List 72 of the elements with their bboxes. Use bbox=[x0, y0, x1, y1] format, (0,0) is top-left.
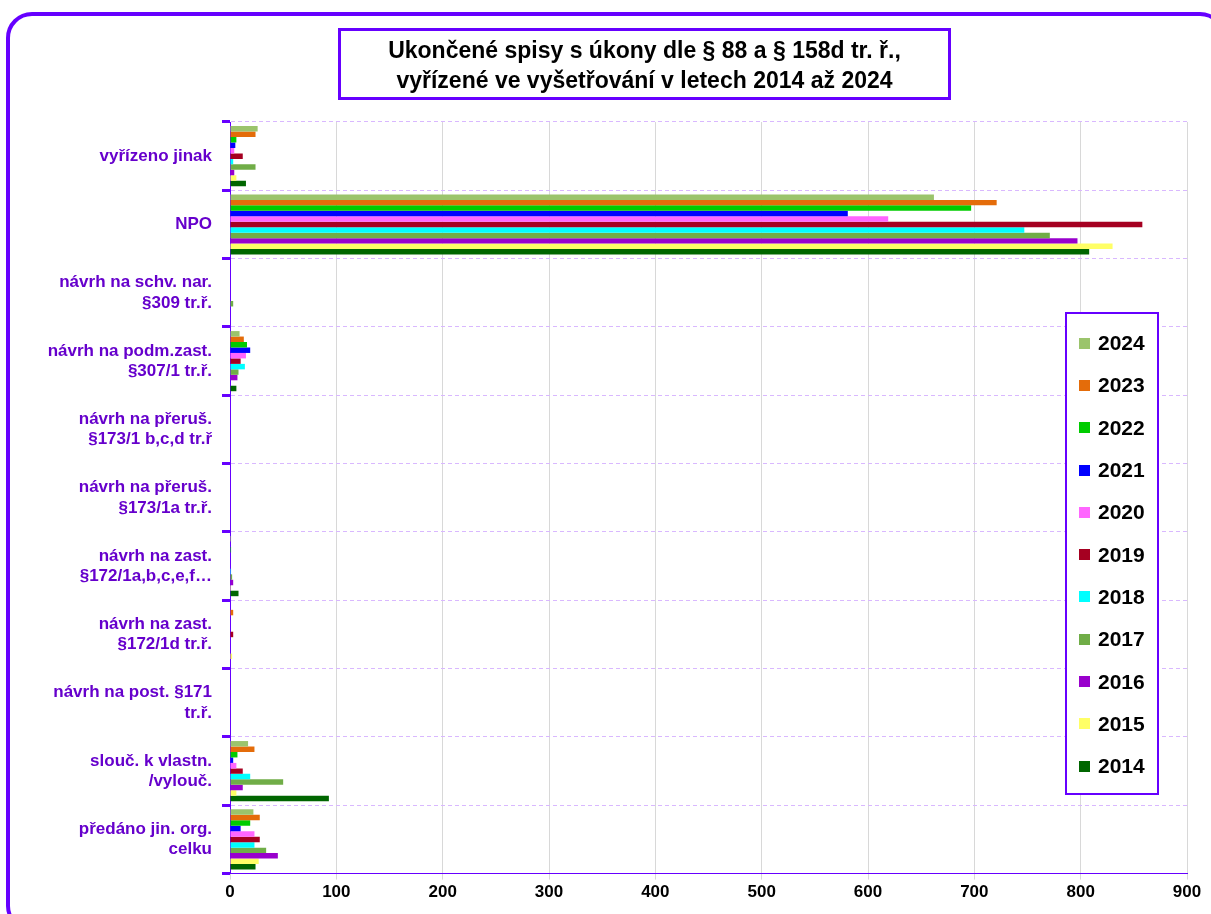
bar bbox=[230, 369, 239, 375]
x-tick-label: 800 bbox=[1066, 882, 1095, 902]
legend-label: 2022 bbox=[1098, 415, 1145, 440]
legend-label: 2015 bbox=[1098, 711, 1145, 736]
y-tick-label: návrh na podm.zast. §307/1 tr.ř. bbox=[47, 340, 212, 381]
bar bbox=[230, 820, 251, 826]
y-tick-label: vyřízeno jinak bbox=[99, 145, 213, 165]
y-tick-label: předáno jin. org. celku bbox=[78, 818, 212, 859]
bar bbox=[230, 853, 278, 859]
x-tick-label: 600 bbox=[853, 882, 883, 902]
y-tick-label: návrh na zast. §172/1d tr.ř. bbox=[98, 613, 212, 654]
bar bbox=[230, 164, 256, 170]
bar bbox=[230, 809, 254, 815]
bar bbox=[230, 795, 329, 802]
bar bbox=[230, 779, 284, 785]
bar bbox=[230, 741, 249, 747]
legend-label: 2023 bbox=[1098, 373, 1145, 398]
bar bbox=[230, 358, 241, 364]
bar bbox=[230, 153, 243, 159]
bar bbox=[230, 210, 848, 217]
bar bbox=[230, 331, 240, 337]
bar bbox=[230, 194, 934, 200]
x-tick-label: 900 bbox=[1172, 882, 1202, 902]
bar bbox=[230, 814, 260, 821]
y-tick-label: návrh na přeruš. §173/1 b,c,d tr.ř bbox=[78, 408, 213, 449]
legend-label: 2019 bbox=[1098, 542, 1145, 567]
bar bbox=[230, 831, 255, 837]
bar bbox=[230, 243, 1113, 250]
y-tick-label: slouč. k vlastn. /vylouč. bbox=[90, 750, 212, 790]
bar bbox=[230, 768, 243, 774]
bar bbox=[230, 216, 889, 222]
bar bbox=[230, 221, 1143, 228]
bar bbox=[230, 858, 259, 865]
bar bbox=[230, 847, 267, 854]
bar bbox=[230, 227, 1025, 233]
y-tick-label: návrh na zast. §172/1a,b,c,e,f… bbox=[79, 545, 212, 586]
legend-label: 2014 bbox=[1098, 754, 1145, 779]
bar bbox=[230, 790, 237, 796]
x-tick-label: 200 bbox=[428, 882, 457, 902]
legend-label: 2017 bbox=[1098, 627, 1145, 652]
bar bbox=[230, 825, 241, 832]
legend-label: 2016 bbox=[1098, 669, 1145, 694]
x-tick-label: 100 bbox=[322, 882, 351, 902]
bar bbox=[230, 199, 997, 206]
bar bbox=[230, 842, 255, 848]
x-tick-label: 0 bbox=[225, 882, 235, 902]
legend-label: 2021 bbox=[1098, 458, 1145, 483]
x-tick-label: 400 bbox=[641, 882, 670, 902]
bar bbox=[230, 126, 258, 132]
legend-label: 2024 bbox=[1098, 331, 1145, 356]
bar bbox=[230, 175, 237, 181]
bar bbox=[230, 590, 239, 597]
y-tick-label: NPO bbox=[175, 214, 212, 234]
bar bbox=[230, 238, 1078, 244]
bar bbox=[230, 784, 243, 791]
bar bbox=[230, 864, 256, 870]
bar bbox=[230, 249, 1090, 255]
x-tick-label: 500 bbox=[747, 882, 776, 902]
bar bbox=[230, 232, 1050, 239]
legend-label: 2020 bbox=[1098, 500, 1145, 525]
x-tick-label: 700 bbox=[960, 882, 989, 902]
bar bbox=[230, 131, 256, 138]
y-tick-label: návrh na schv. nar. §309 tr.ř. bbox=[59, 272, 212, 312]
bar bbox=[230, 347, 251, 353]
chart-title: Ukončené spisy s úkony dle § 88 a § 158d tr. ř., vyřízené ve vyšetřování v letech 2014 až 2024 bbox=[338, 28, 951, 100]
y-tick-label: návrh na post. §171 tr.ř. bbox=[53, 682, 212, 722]
x-tick-label: 300 bbox=[534, 882, 564, 902]
bar bbox=[230, 142, 236, 148]
bar bbox=[230, 205, 972, 211]
bar bbox=[230, 836, 260, 843]
y-tick-label: návrh na přeruš. §173/1a tr.ř. bbox=[78, 477, 212, 517]
legend-label: 2018 bbox=[1098, 584, 1145, 609]
